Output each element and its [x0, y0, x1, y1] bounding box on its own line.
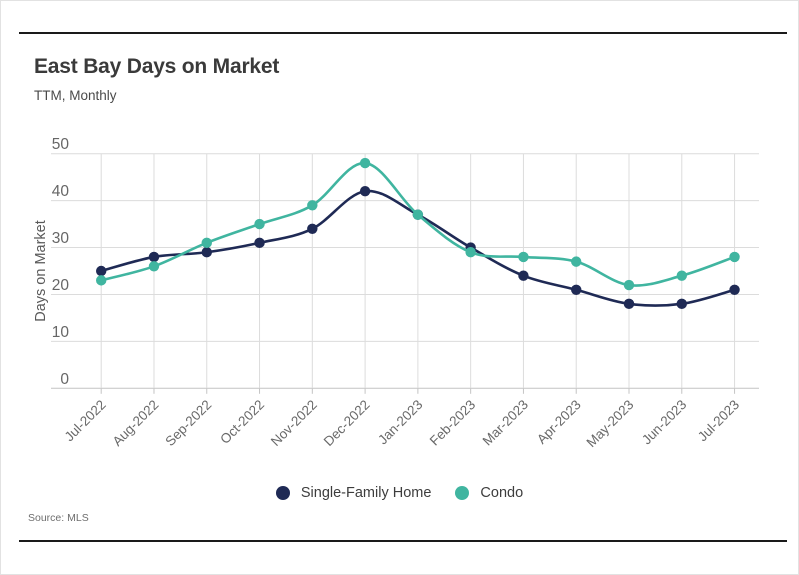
y-tick-label: 40	[52, 183, 70, 200]
source-note: Source: MLS	[28, 512, 89, 524]
data-point-condo	[676, 270, 687, 281]
x-tick-label: Jul-2023	[695, 397, 742, 444]
data-point-condo	[307, 200, 318, 211]
data-point-single-family-home	[359, 186, 371, 197]
data-point-single-family-home	[307, 223, 318, 234]
y-axis-title: Days on Market	[33, 220, 49, 322]
x-tick-label: Oct-2022	[217, 397, 267, 447]
data-point-single-family-home	[518, 270, 529, 281]
single-family-home-swatch-icon	[275, 486, 290, 500]
data-point-single-family-home	[571, 284, 582, 295]
data-point-single-family-home	[201, 247, 212, 258]
data-point-condo	[96, 275, 107, 286]
data-point-condo	[623, 279, 635, 291]
bottom-border-rule	[19, 540, 787, 542]
condo-swatch-icon	[455, 486, 470, 500]
x-tick-label: Jan-2023	[375, 397, 425, 447]
legend: Single-Family Home Condo	[1, 479, 798, 507]
legend-item-condo: Condo	[455, 485, 523, 501]
data-point-single-family-home	[676, 298, 687, 310]
y-tick-label: 50	[52, 136, 70, 153]
x-tick-label: Jul-2022	[62, 397, 109, 444]
x-tick-label: Sep-2022	[162, 397, 214, 449]
data-point-single-family-home	[254, 237, 265, 249]
data-point-condo	[201, 237, 212, 249]
x-tick-label: Mar-2023	[480, 397, 531, 448]
top-border-rule	[19, 32, 787, 34]
data-point-single-family-home	[729, 284, 740, 295]
legend-item-single-family-home: Single-Family Home	[275, 485, 432, 501]
x-tick-label: Dec-2022	[321, 397, 373, 449]
chart-title: East Bay Days on Market	[34, 55, 280, 78]
y-tick-label: 30	[52, 230, 70, 247]
data-point-single-family-home	[623, 298, 635, 310]
data-point-condo	[465, 247, 476, 258]
data-point-condo	[359, 157, 371, 169]
data-point-single-family-home	[96, 265, 107, 277]
legend-label-condo: Condo	[480, 485, 524, 501]
y-tick-label: 20	[52, 277, 70, 294]
x-tick-label: Apr-2023	[534, 397, 584, 447]
x-tick-label: Feb-2023	[427, 397, 478, 448]
x-tick-label: Nov-2022	[268, 397, 320, 449]
chart-subtitle: TTM, Monthly	[34, 88, 117, 103]
data-point-condo	[518, 251, 529, 263]
x-tick-label: Aug-2022	[110, 397, 162, 449]
series-condo	[96, 157, 740, 291]
y-tick-label: 0	[60, 371, 69, 388]
data-point-condo	[148, 261, 160, 272]
x-tick-label: May-2023	[584, 397, 637, 450]
data-point-condo	[254, 218, 265, 230]
legend-label-single-family-home: Single-Family Home	[300, 485, 432, 501]
data-point-condo	[571, 256, 582, 267]
x-tick-label: Jun-2023	[639, 397, 689, 447]
data-point-condo	[412, 209, 424, 220]
data-point-condo	[729, 251, 740, 263]
data-point-single-family-home	[148, 251, 160, 263]
y-tick-label: 10	[52, 324, 70, 341]
